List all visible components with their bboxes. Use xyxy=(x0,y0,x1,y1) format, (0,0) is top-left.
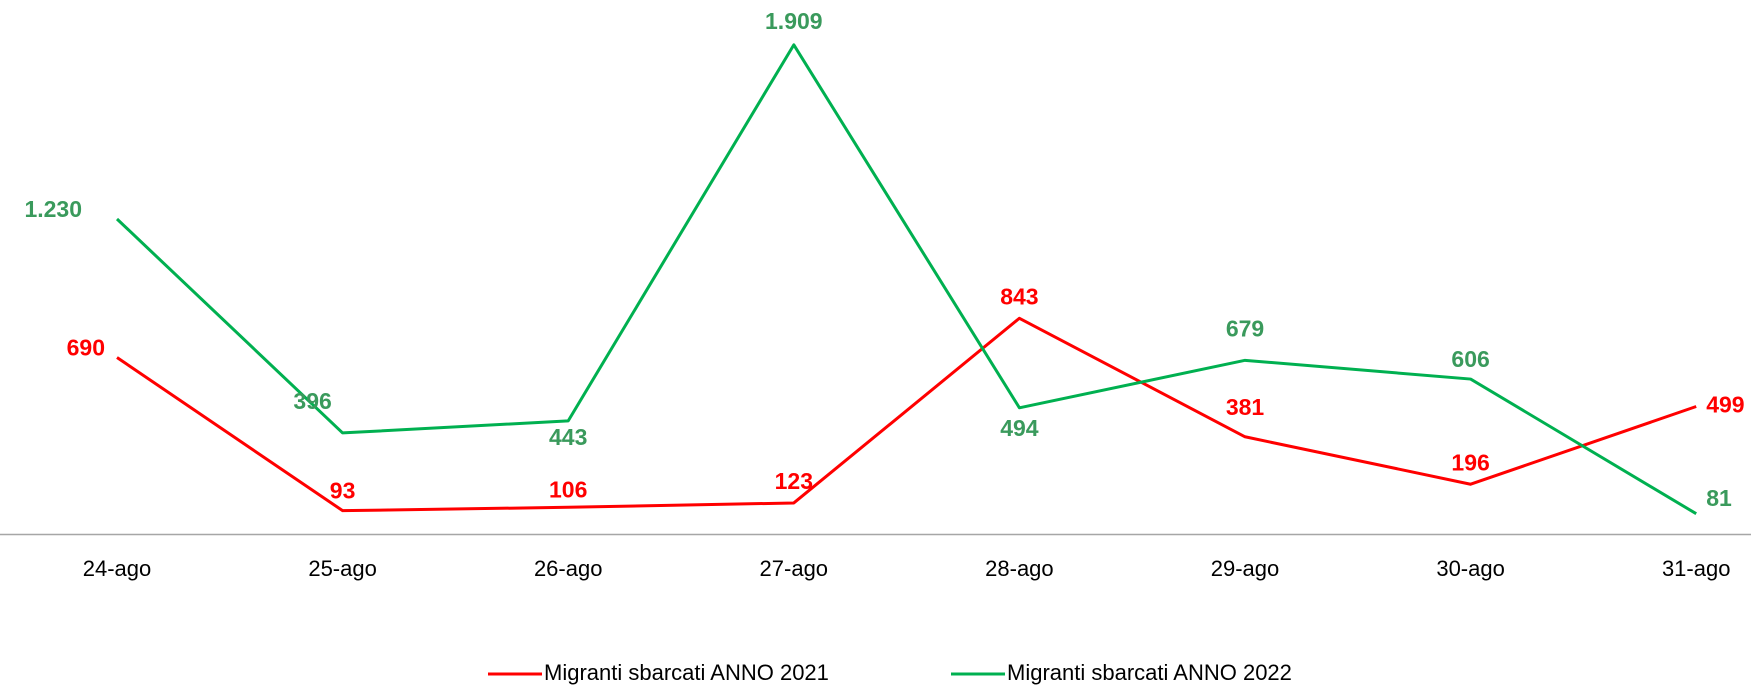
x-tick-label: 28-ago xyxy=(985,556,1054,581)
data-label: 679 xyxy=(1226,315,1264,341)
data-label: 494 xyxy=(1000,415,1039,441)
data-label: 81 xyxy=(1706,485,1732,511)
x-tick-label: 29-ago xyxy=(1211,556,1280,581)
legend-label: Migranti sbarcati ANNO 2022 xyxy=(1007,660,1292,685)
x-tick-label: 31-ago xyxy=(1662,556,1731,581)
data-label: 106 xyxy=(549,476,587,502)
data-label: 196 xyxy=(1451,449,1489,475)
x-tick-label: 30-ago xyxy=(1436,556,1505,581)
data-label: 443 xyxy=(549,424,587,450)
data-label: 396 xyxy=(293,388,331,414)
data-label: 123 xyxy=(775,468,813,494)
legend-label: Migranti sbarcati ANNO 2021 xyxy=(544,660,829,685)
data-label: 1.909 xyxy=(765,8,823,34)
data-label: 1.230 xyxy=(24,196,82,222)
data-label: 93 xyxy=(330,478,356,504)
data-label: 690 xyxy=(67,335,105,361)
x-tick-label: 24-ago xyxy=(83,556,152,581)
data-label: 499 xyxy=(1706,392,1744,418)
series-line xyxy=(116,316,1697,513)
data-label: 606 xyxy=(1451,346,1489,372)
x-tick-label: 27-ago xyxy=(760,556,829,581)
x-tick-label: 25-ago xyxy=(308,556,377,581)
data-label: 381 xyxy=(1226,394,1265,420)
series-line xyxy=(115,43,1697,516)
data-label: 843 xyxy=(1000,283,1038,309)
x-tick-label: 26-ago xyxy=(534,556,603,581)
